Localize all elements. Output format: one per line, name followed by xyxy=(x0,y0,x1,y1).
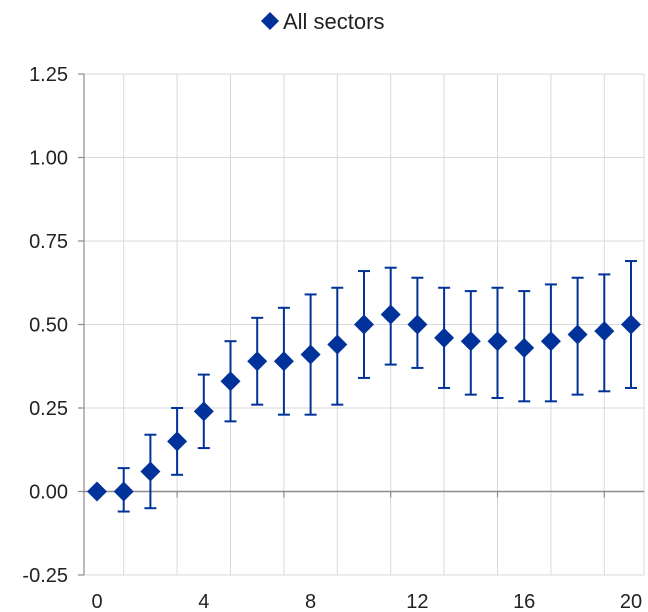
x-tick-label: 8 xyxy=(305,591,316,612)
legend-label: All sectors xyxy=(283,9,384,34)
data-point xyxy=(87,481,107,502)
error-bars xyxy=(117,260,637,513)
x-tick-label: 16 xyxy=(513,591,535,612)
data-points xyxy=(87,304,641,502)
x-tick-label: 20 xyxy=(620,591,642,612)
data-point xyxy=(140,461,161,482)
x-tick-label: 4 xyxy=(198,591,209,612)
x-axis-tick-labels: 0 4 8 12 16 20 xyxy=(91,591,642,612)
y-tick-label: 1.00 xyxy=(29,148,68,170)
data-point xyxy=(327,334,348,355)
x-tick-label: 12 xyxy=(406,591,428,612)
x-tick-label: 0 xyxy=(91,591,102,612)
legend: All sectors xyxy=(261,9,384,34)
y-tick-label: -0.25 xyxy=(22,565,68,587)
data-point xyxy=(621,314,641,335)
data-point xyxy=(460,331,481,352)
data-point xyxy=(193,401,214,422)
axes xyxy=(78,73,644,576)
data-point xyxy=(247,351,268,372)
y-tick-label: 0.00 xyxy=(29,482,68,504)
data-point xyxy=(487,331,508,352)
data-point xyxy=(167,431,188,452)
data-point xyxy=(514,337,535,358)
data-point xyxy=(273,351,294,372)
y-tick-label: 0.75 xyxy=(29,231,68,253)
y-tick-label: 1.25 xyxy=(29,64,68,86)
data-point xyxy=(380,304,401,325)
data-point xyxy=(434,327,455,348)
y-axis-tick-labels: -0.25 0.00 0.25 0.50 0.75 1.00 1.25 xyxy=(22,64,68,587)
data-point xyxy=(407,314,428,335)
y-tick-label: 0.50 xyxy=(29,315,68,337)
legend-marker-diamond xyxy=(261,12,279,30)
data-point xyxy=(113,481,134,502)
data-point xyxy=(354,314,374,335)
data-point xyxy=(567,324,588,345)
data-point xyxy=(540,331,561,352)
y-tick-label: 0.25 xyxy=(29,398,68,420)
data-point xyxy=(220,371,241,392)
data-point xyxy=(300,344,321,365)
data-point xyxy=(594,321,615,342)
